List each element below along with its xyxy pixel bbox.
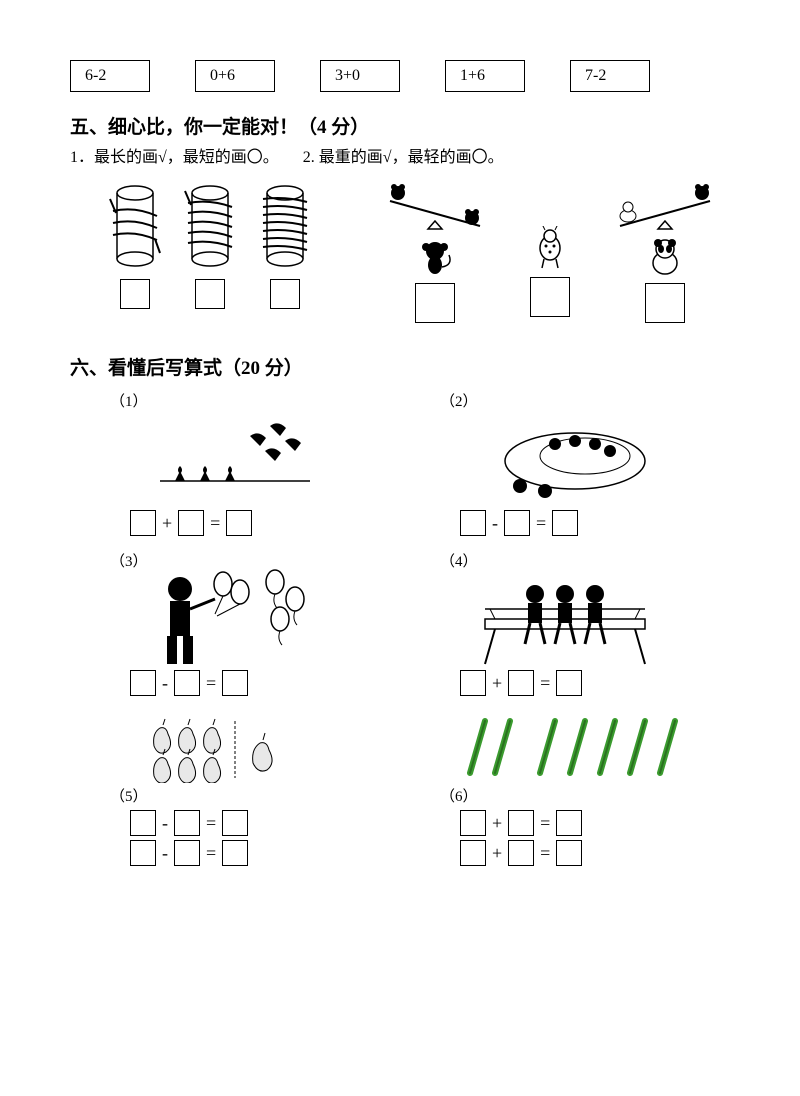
minus-sign: -: [162, 843, 168, 864]
answer-box[interactable]: [645, 283, 685, 323]
equation-box[interactable]: [130, 510, 156, 536]
equation-row: - =: [460, 510, 730, 536]
expr-box: 1+6: [445, 60, 525, 92]
sticks-icon: [400, 710, 730, 785]
equation-box[interactable]: [556, 670, 582, 696]
plus-sign: +: [492, 843, 502, 864]
equation-box[interactable]: [556, 810, 582, 836]
q5-2-text: 2. 最重的画√，最轻的画〇。: [303, 149, 504, 166]
animal-column: [530, 181, 570, 323]
equation-box[interactable]: [556, 840, 582, 866]
cylinder-item: [258, 181, 313, 323]
section6-title: 六、看懂后写算式（20 分）: [70, 353, 730, 380]
pears-icon: [70, 710, 400, 785]
panda-icon: [645, 237, 685, 277]
answer-box[interactable]: [120, 279, 150, 309]
answer-box[interactable]: [270, 279, 300, 309]
q6-item: （2） - =: [400, 390, 730, 536]
plus-sign: +: [492, 813, 502, 834]
swallows-icon: [70, 411, 400, 506]
expr-box: 3+0: [320, 60, 400, 92]
equation-row: + =: [460, 840, 730, 866]
expression-row: 6-2 0+6 3+0 1+6 7-2: [70, 60, 730, 92]
equation-row: - =: [130, 810, 400, 836]
equation-box[interactable]: [222, 840, 248, 866]
minus-sign: -: [162, 813, 168, 834]
equation-box[interactable]: [174, 840, 200, 866]
expr-box: 6-2: [70, 60, 150, 92]
equation-row: - =: [130, 670, 400, 696]
seesaw-group: [350, 181, 730, 323]
section5-subquestions: 1．最长的画√，最短的画〇。 2. 最重的画√，最轻的画〇。: [70, 143, 730, 167]
q6-item: （1） + =: [70, 390, 400, 536]
plus-sign: +: [162, 513, 172, 534]
cylinders-group: [70, 181, 350, 323]
equals-sign: =: [206, 673, 216, 694]
seesaw-icon: [610, 181, 720, 231]
equation-box[interactable]: [226, 510, 252, 536]
equation-row: + =: [460, 810, 730, 836]
animal-column: [380, 181, 490, 323]
equation-box[interactable]: [460, 510, 486, 536]
equation-box[interactable]: [460, 810, 486, 836]
equals-sign: =: [540, 813, 550, 834]
item-number: （2）: [440, 390, 730, 411]
equals-sign: =: [206, 813, 216, 834]
equation-box[interactable]: [508, 810, 534, 836]
q5-content: [70, 181, 730, 323]
equation-box[interactable]: [508, 670, 534, 696]
q6-item: （4） + =: [400, 550, 730, 696]
cylinder-icon: [183, 181, 238, 271]
equation-box[interactable]: [552, 510, 578, 536]
equals-sign: =: [540, 843, 550, 864]
equation-box[interactable]: [178, 510, 204, 536]
equation-row: + =: [130, 510, 400, 536]
minus-sign: -: [162, 673, 168, 694]
q6-item: （3） - =: [70, 550, 400, 696]
equation-box[interactable]: [174, 810, 200, 836]
minus-sign: -: [492, 513, 498, 534]
item-number: （1）: [110, 390, 400, 411]
seesaw-icon: [380, 181, 490, 231]
q6-item: （5） - = - =: [70, 710, 400, 866]
equation-box[interactable]: [222, 670, 248, 696]
balloons-icon: [70, 571, 400, 666]
frogs-pond-icon: [400, 411, 730, 506]
equals-sign: =: [206, 843, 216, 864]
cylinder-item: [108, 181, 163, 323]
equation-box[interactable]: [508, 840, 534, 866]
equation-row: + =: [460, 670, 730, 696]
plus-sign: +: [492, 673, 502, 694]
equals-sign: =: [540, 673, 550, 694]
q5-1-text: 1．最长的画√，最短的画〇。: [70, 149, 279, 166]
equation-box[interactable]: [460, 670, 486, 696]
equation-box[interactable]: [130, 670, 156, 696]
cylinder-icon: [258, 181, 313, 271]
section5-title: 五、细心比，你一定能对！（4 分）: [70, 112, 730, 139]
equation-box[interactable]: [504, 510, 530, 536]
cylinder-item: [183, 181, 238, 323]
equation-box[interactable]: [130, 840, 156, 866]
equation-box[interactable]: [130, 810, 156, 836]
equals-sign: =: [210, 513, 220, 534]
equation-row: - =: [130, 840, 400, 866]
answer-box[interactable]: [415, 283, 455, 323]
equation-box[interactable]: [222, 810, 248, 836]
cylinder-icon: [108, 181, 163, 271]
q6-grid: （1） + = （2） -: [70, 390, 730, 880]
equals-sign: =: [536, 513, 546, 534]
q6-item: （6） + = + =: [400, 710, 730, 866]
item-number: （5）: [110, 785, 400, 806]
monkey-icon: [415, 237, 455, 277]
item-number: （6）: [440, 785, 730, 806]
animal-column: [610, 181, 720, 323]
bench-children-icon: [400, 571, 730, 666]
equation-box[interactable]: [460, 840, 486, 866]
answer-box[interactable]: [195, 279, 225, 309]
expr-box: 7-2: [570, 60, 650, 92]
equation-box[interactable]: [174, 670, 200, 696]
deer-icon: [530, 226, 570, 271]
answer-box[interactable]: [530, 277, 570, 317]
expr-box: 0+6: [195, 60, 275, 92]
